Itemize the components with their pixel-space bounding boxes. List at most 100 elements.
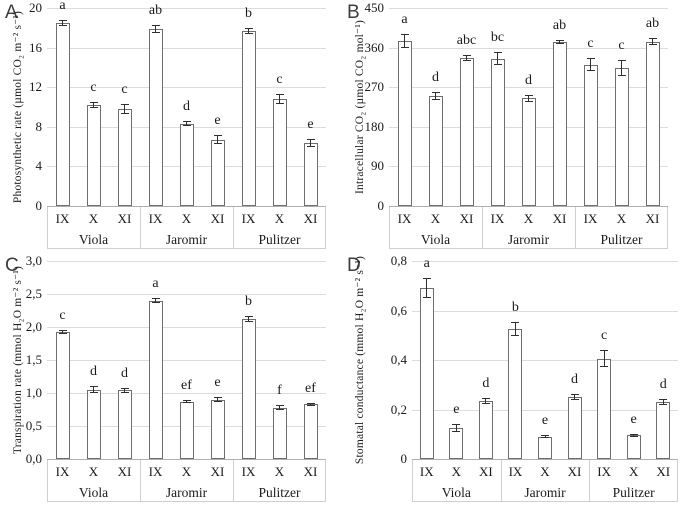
error-bar xyxy=(404,34,405,48)
error-bar-cap-bottom xyxy=(275,409,284,411)
error-bar-cap-top xyxy=(481,397,490,399)
x-group-label: Jaromir xyxy=(507,232,550,247)
error-bar-cap-top xyxy=(89,386,98,388)
error-bar xyxy=(186,121,187,127)
x-category-label: X xyxy=(540,464,550,479)
error-bar-cap-bottom xyxy=(452,430,461,432)
group-separator xyxy=(677,460,678,501)
x-category-label: X xyxy=(274,211,285,226)
error-bar-cap-bottom xyxy=(58,24,67,26)
error-bar-cap-top xyxy=(275,94,284,96)
error-bar xyxy=(603,350,605,368)
group-separator xyxy=(47,207,48,248)
error-bar xyxy=(62,19,63,26)
error-bar xyxy=(426,278,428,299)
x-category-label: XI xyxy=(210,211,225,226)
error-bar-cap-bottom xyxy=(524,100,533,102)
significance-letter: c xyxy=(600,328,608,344)
y-tick-label: 0 xyxy=(400,451,408,466)
panel-letter-d: D xyxy=(347,255,361,276)
y-tick-label: 0 xyxy=(377,198,385,213)
error-bar-cap-top xyxy=(275,404,284,406)
error-bar-cap-bottom xyxy=(600,366,609,368)
x-category-label: IX xyxy=(508,464,523,479)
significance-letter: ab xyxy=(148,2,163,18)
y-tick-label: 3,0 xyxy=(25,253,42,268)
error-bar xyxy=(590,58,591,72)
gridline xyxy=(47,327,326,328)
significance-letter: ab xyxy=(552,18,567,34)
error-bar xyxy=(248,316,249,322)
error-bar-cap-top xyxy=(541,435,549,437)
group-separator xyxy=(140,207,141,248)
error-bar-cap-top xyxy=(58,329,67,331)
y-axis-title-b: Intracellular CO₂ (µmol CO₂ mol⁻¹) xyxy=(354,19,366,195)
error-bar xyxy=(621,60,622,77)
significance-letter: d xyxy=(482,375,490,391)
category-axis-border xyxy=(412,501,678,502)
error-bar-cap-bottom xyxy=(182,401,191,403)
bar xyxy=(117,108,132,206)
significance-letter: e xyxy=(630,412,637,428)
gridline xyxy=(47,294,326,295)
error-bar-cap-bottom xyxy=(213,401,222,403)
y-tick-label: 2,0 xyxy=(25,319,42,334)
x-category-label: X xyxy=(88,464,99,479)
error-bar-cap-top xyxy=(648,38,657,40)
error-bar xyxy=(155,24,156,33)
x-category-label: X xyxy=(451,464,462,479)
error-bar-cap-bottom xyxy=(58,332,67,334)
x-category-label: IX xyxy=(597,464,611,479)
error-bar-cap-bottom xyxy=(306,145,315,147)
error-bar-cap-bottom xyxy=(541,437,549,439)
x-category-label: XI xyxy=(567,464,582,479)
significance-letter: abc xyxy=(456,33,477,49)
error-bar-cap-top xyxy=(431,91,440,93)
y-tick-label: 450 xyxy=(364,0,385,15)
error-bar xyxy=(455,424,457,432)
y-tick-label: 0,8 xyxy=(390,253,407,268)
bar xyxy=(272,407,287,459)
error-bar-cap-top xyxy=(120,387,129,389)
panel-letter-b: B xyxy=(347,2,360,23)
error-bar-cap-top xyxy=(306,138,315,140)
significance-letter: a xyxy=(401,12,408,28)
x-category-label: X xyxy=(88,211,99,226)
error-bar-cap-bottom xyxy=(151,302,160,304)
group-separator xyxy=(325,460,326,501)
error-bar-cap-top xyxy=(58,19,67,21)
x-category-label: IX xyxy=(241,211,256,226)
x-category-label: IX xyxy=(397,211,412,226)
x-category-label: IX xyxy=(241,464,256,479)
x-category-label: X xyxy=(523,211,534,226)
error-bar xyxy=(186,400,187,403)
x-category-label: XI xyxy=(479,464,493,479)
y-tick-label: 360 xyxy=(364,40,385,55)
x-category-label: IX xyxy=(490,211,505,226)
group-separator xyxy=(389,207,390,248)
error-bar-cap-top xyxy=(213,135,222,137)
significance-letter: b xyxy=(511,299,519,315)
bar xyxy=(148,300,163,459)
error-bar xyxy=(310,138,311,147)
error-bar-cap-bottom xyxy=(89,392,98,393)
significance-letter: a xyxy=(423,256,430,272)
error-bar xyxy=(633,434,635,437)
y-tick-label: 0,6 xyxy=(390,303,407,318)
significance-letter: d xyxy=(183,99,190,115)
group-separator xyxy=(482,207,483,248)
error-bar-cap-top xyxy=(617,60,626,62)
significance-letter: e xyxy=(307,116,314,132)
error-bar-cap-top xyxy=(182,400,191,402)
bar xyxy=(241,30,256,206)
bar xyxy=(272,99,287,206)
bar xyxy=(656,402,671,459)
error-bar-cap-bottom xyxy=(151,31,160,33)
bar xyxy=(459,58,474,206)
error-bar xyxy=(124,387,125,393)
y-tick-label: 0,5 xyxy=(25,418,42,433)
gridline xyxy=(389,87,668,88)
bar xyxy=(55,331,70,459)
significance-letter: c xyxy=(618,38,625,54)
